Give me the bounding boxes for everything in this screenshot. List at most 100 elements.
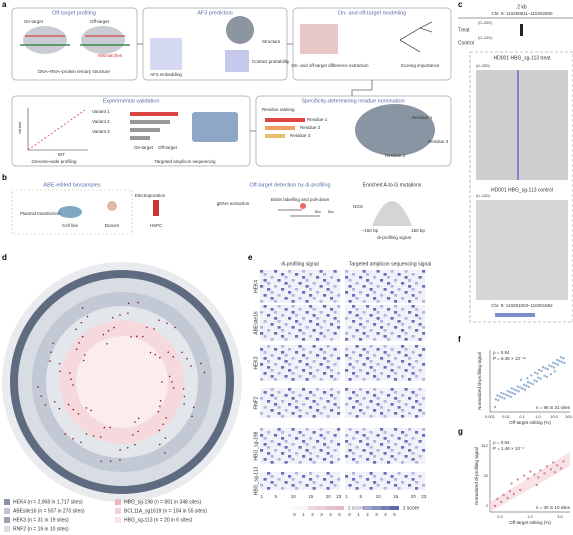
cell xyxy=(337,285,341,288)
cell xyxy=(408,412,412,415)
cell xyxy=(366,326,370,329)
cell xyxy=(260,478,264,481)
cell xyxy=(348,285,352,288)
cell xyxy=(366,314,370,317)
cell xyxy=(373,288,377,291)
cell xyxy=(295,338,299,341)
cell xyxy=(326,317,330,320)
cell xyxy=(319,332,323,335)
cell xyxy=(291,270,295,273)
cell xyxy=(390,357,394,360)
cell xyxy=(390,276,394,279)
cell xyxy=(352,323,356,326)
cell xyxy=(260,378,264,381)
cell xyxy=(260,434,264,437)
cell xyxy=(411,317,415,320)
cell xyxy=(260,317,264,320)
cell xyxy=(387,279,391,282)
cell xyxy=(376,455,380,458)
dot xyxy=(44,403,47,406)
cell xyxy=(411,403,415,406)
cell xyxy=(326,314,330,317)
cell xyxy=(348,273,352,276)
cell xyxy=(366,317,370,320)
cell xyxy=(422,351,426,354)
label: Targeted amplicon sequencing signal xyxy=(349,261,431,267)
cell xyxy=(337,428,341,431)
cell xyxy=(390,375,394,378)
dot xyxy=(164,437,167,439)
cell xyxy=(302,372,306,375)
cell xyxy=(376,475,380,478)
point xyxy=(529,381,532,385)
point xyxy=(555,358,559,362)
cell xyxy=(298,326,302,329)
cell xyxy=(394,282,398,285)
cell xyxy=(263,273,267,276)
point xyxy=(511,391,514,395)
dot xyxy=(80,441,82,444)
cell xyxy=(352,428,356,431)
cell xyxy=(366,461,370,464)
cell xyxy=(362,412,366,415)
cell xyxy=(295,357,299,360)
cell xyxy=(309,305,313,308)
cell xyxy=(267,351,271,354)
cell xyxy=(352,363,356,366)
cell xyxy=(291,360,295,363)
cell xyxy=(291,397,295,400)
cbar-tick: 1 xyxy=(357,512,360,517)
label: Off-target profiling xyxy=(52,10,96,16)
cell xyxy=(333,314,337,317)
cell xyxy=(281,375,285,378)
cell xyxy=(263,360,267,363)
dot xyxy=(166,322,168,325)
cell xyxy=(305,446,309,449)
cell xyxy=(337,270,341,273)
point xyxy=(506,389,509,393)
cell xyxy=(312,320,316,323)
cell xyxy=(404,415,408,418)
cell xyxy=(408,443,412,446)
cell xyxy=(397,363,401,366)
cell xyxy=(422,273,426,276)
cell xyxy=(422,388,426,391)
cell xyxy=(312,452,316,455)
cell xyxy=(362,449,366,452)
cell xyxy=(323,455,327,458)
cell xyxy=(319,440,323,443)
cell xyxy=(401,440,405,443)
cell xyxy=(411,273,415,276)
cell xyxy=(394,300,398,303)
cell xyxy=(263,461,267,464)
cell xyxy=(312,323,316,326)
cell xyxy=(263,345,267,348)
cell xyxy=(260,332,264,335)
cell xyxy=(298,431,302,434)
cell xyxy=(333,288,337,291)
cell xyxy=(319,484,323,487)
cell xyxy=(267,478,271,481)
group-label: HBG_sg-113 xyxy=(253,467,259,496)
cell xyxy=(298,348,302,351)
cell xyxy=(415,276,419,279)
cell xyxy=(369,434,373,437)
dot xyxy=(127,312,129,315)
cell xyxy=(345,458,349,461)
cell xyxy=(333,378,337,381)
cell xyxy=(362,270,366,273)
cell xyxy=(326,472,330,475)
cell xyxy=(390,354,394,357)
cell xyxy=(270,348,274,351)
label: Residue 1 xyxy=(412,115,433,120)
cell xyxy=(288,369,292,372)
cell xyxy=(302,329,306,332)
cell xyxy=(305,273,309,276)
cell xyxy=(411,294,415,297)
point xyxy=(549,373,553,376)
cell xyxy=(277,391,281,394)
cell xyxy=(302,397,306,400)
cell xyxy=(380,375,384,378)
cell xyxy=(355,397,359,400)
cell xyxy=(369,452,373,455)
